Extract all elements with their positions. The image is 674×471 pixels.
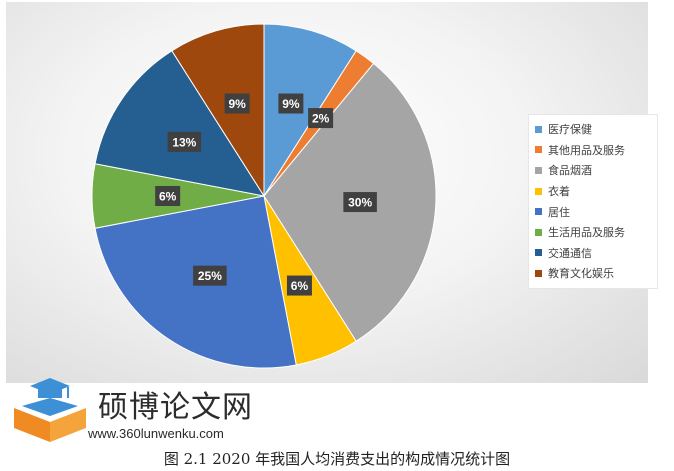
figure-caption: 图 2.1 2020 年我国人均消费支出的构成情况统计图 <box>163 450 511 468</box>
svg-text:2%: 2% <box>312 112 330 126</box>
legend-label: 居住 <box>548 205 570 219</box>
legend-swatch <box>535 269 542 277</box>
legend-item-1: 医疗保健 <box>535 119 651 140</box>
chart-area: 9% 2% 30% 6% 25% 6% 13% 9% 医疗保健其他用品及服务 食品烟酒衣着居住生… <box>6 2 658 383</box>
svg-text:9%: 9% <box>228 97 246 111</box>
legend-swatch <box>535 187 542 195</box>
legend-label: 教育文化娱乐 <box>548 267 614 281</box>
data-label-8: 9% <box>224 93 250 114</box>
legend-item-7: 交通通信 <box>535 243 651 264</box>
watermark-site-name: 硕博论文网 <box>98 390 253 425</box>
legend-swatch <box>535 228 542 236</box>
svg-text:9%: 9% <box>282 97 300 111</box>
data-label-2: 2% <box>308 108 334 129</box>
legend-swatch <box>535 208 542 216</box>
watermark: 硕博论文网 www.360lunwenku.com <box>12 378 272 442</box>
data-label-1: 9% <box>278 93 304 114</box>
legend-item-5: 居住 <box>535 201 651 222</box>
legend-label: 衣着 <box>548 185 570 199</box>
legend-item-8: 教育文化娱乐 <box>535 263 651 284</box>
svg-text:6%: 6% <box>291 279 309 293</box>
data-label-6: 6% <box>155 186 181 206</box>
svg-text:6%: 6% <box>159 190 177 204</box>
svg-text:30%: 30% <box>348 196 372 210</box>
legend-swatch <box>535 146 542 154</box>
data-label-5: 25% <box>193 265 227 286</box>
legend-swatch <box>535 249 542 257</box>
pie-chart: 9% 2% 30% 6% 25% 6% 13% 9% <box>91 23 437 369</box>
legend-item-2: 其他用品及服务 <box>535 140 651 161</box>
legend-item-6: 生活用品及服务 <box>535 222 651 243</box>
legend-label: 生活用品及服务 <box>548 226 625 240</box>
watermark-url: www.360lunwenku.com <box>88 426 224 441</box>
data-label-4: 6% <box>286 275 312 296</box>
chart-legend: 医疗保健其他用品及服务 食品烟酒衣着居住生活用品及服务 交通通信教育文化娱乐 <box>528 114 658 289</box>
legend-swatch <box>535 166 542 174</box>
legend-item-4: 衣着 <box>535 181 651 202</box>
legend-item-3: 食品烟酒 <box>535 160 651 181</box>
pie-slice-8 <box>171 23 265 198</box>
legend-label: 其他用品及服务 <box>548 143 625 157</box>
graduation-cap-logo-icon <box>14 378 86 442</box>
legend-swatch <box>535 125 542 133</box>
legend-label: 交通通信 <box>548 246 592 260</box>
data-label-7: 13% <box>167 131 202 152</box>
data-label-3: 30% <box>343 192 377 213</box>
legend-label: 医疗保健 <box>548 123 592 137</box>
svg-text:25%: 25% <box>198 269 222 283</box>
legend-label: 食品烟酒 <box>548 164 592 178</box>
svg-text:13%: 13% <box>172 135 196 149</box>
pie-slice-7 <box>94 50 266 197</box>
